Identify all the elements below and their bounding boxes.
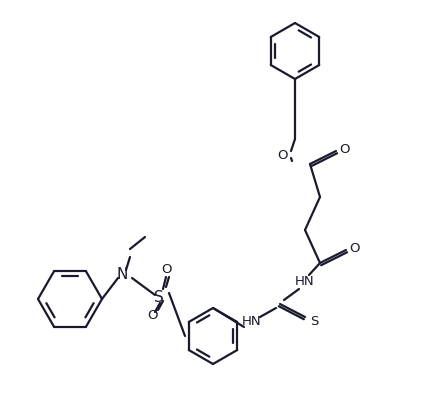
Text: S: S xyxy=(310,315,318,328)
Text: HN: HN xyxy=(295,275,315,288)
Text: O: O xyxy=(161,263,171,276)
Text: O: O xyxy=(278,149,288,162)
Text: O: O xyxy=(147,309,157,322)
Text: O: O xyxy=(340,143,350,156)
Text: N: N xyxy=(116,267,128,282)
Text: HN: HN xyxy=(242,315,262,328)
Text: O: O xyxy=(350,242,360,255)
Text: S: S xyxy=(154,290,164,305)
